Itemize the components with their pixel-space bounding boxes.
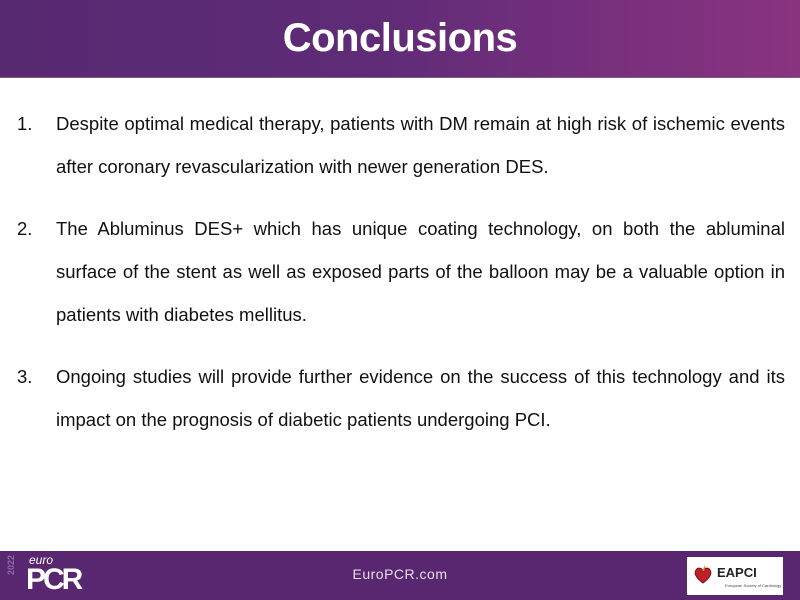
list-item: 1. Despite optimal medical therapy, pati… bbox=[0, 102, 800, 188]
item-text: Ongoing studies will provide further evi… bbox=[56, 366, 785, 430]
eapci-text: EAPCI bbox=[717, 565, 757, 580]
item-number: 1. bbox=[17, 113, 33, 134]
slide-footer: 2022 euro PCR EuroPCR.com EAPCI European… bbox=[0, 551, 800, 600]
list-item: 3. Ongoing studies will provide further … bbox=[0, 355, 800, 441]
esc-text: European Society of Cardiology bbox=[725, 583, 782, 588]
logo-prefix: euro bbox=[29, 553, 54, 567]
website-link[interactable]: EuroPCR.com bbox=[352, 566, 448, 582]
item-text: Despite optimal medical therapy, patient… bbox=[56, 113, 785, 177]
item-number: 3. bbox=[17, 366, 33, 387]
heart-icon bbox=[694, 565, 712, 584]
list-item: 2. The Abluminus DES+ which has unique c… bbox=[0, 207, 800, 336]
item-text: The Abluminus DES+ which has unique coat… bbox=[56, 218, 785, 325]
slide-header: Conclusions bbox=[0, 0, 800, 78]
logo-main: PCR bbox=[26, 563, 83, 596]
item-number: 2. bbox=[17, 218, 33, 239]
eapci-logo: EAPCI European Society of Cardiology bbox=[687, 557, 783, 595]
conclusions-list: 1. Despite optimal medical therapy, pati… bbox=[0, 102, 800, 460]
slide-title: Conclusions bbox=[282, 16, 518, 60]
